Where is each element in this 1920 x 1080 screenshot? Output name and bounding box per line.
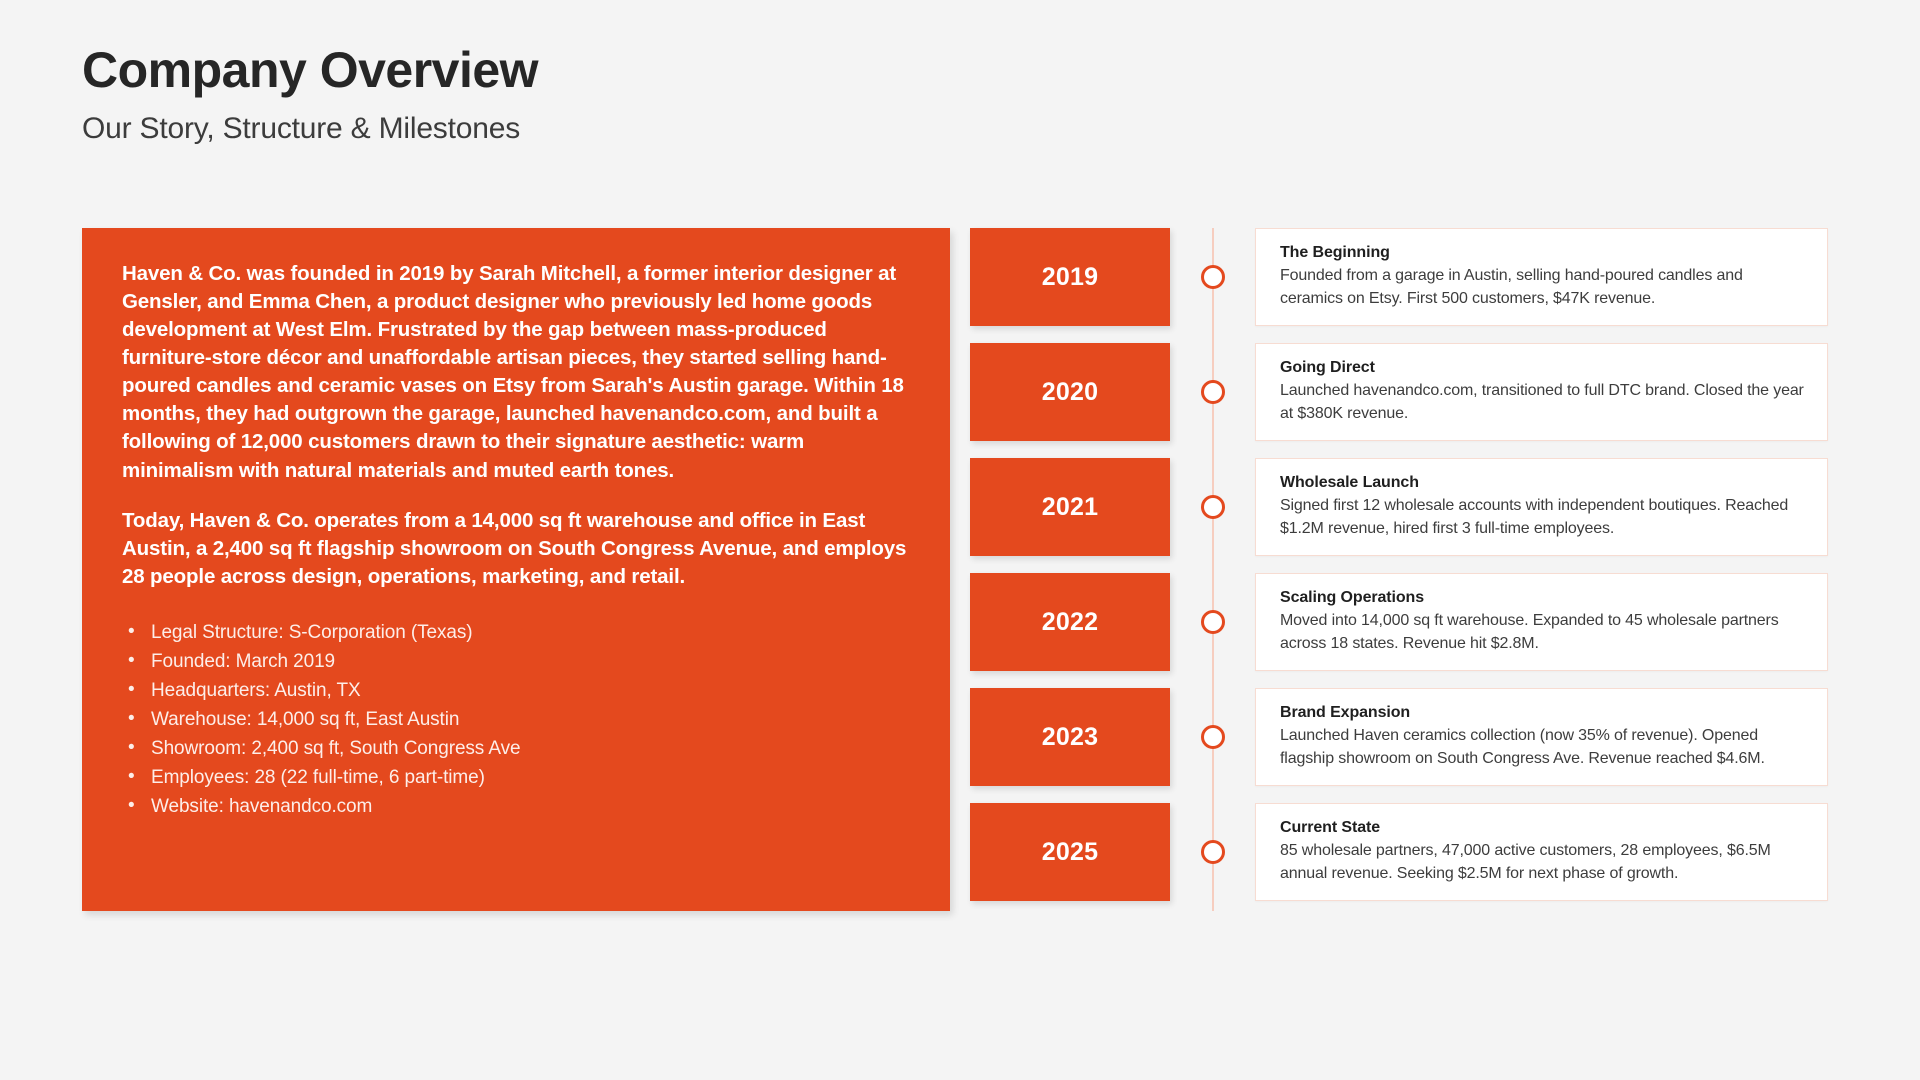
milestone-card-2021[interactable]: Wholesale Launch Signed first 12 wholesa… bbox=[1255, 458, 1828, 556]
milestone-card-2019[interactable]: The Beginning Founded from a garage in A… bbox=[1255, 228, 1828, 326]
milestone-description: Launched Haven ceramics collection (now … bbox=[1280, 727, 1765, 767]
milestone-card-2020[interactable]: Going Direct Launched havenandco.com, tr… bbox=[1255, 343, 1828, 441]
milestone-card-2023[interactable]: Brand Expansion Launched Haven ceramics … bbox=[1255, 688, 1828, 786]
year-box-2023[interactable]: 2023 bbox=[970, 688, 1170, 786]
list-item: Headquarters: Austin, TX bbox=[122, 675, 910, 705]
timeline-line bbox=[1212, 228, 1214, 911]
timeline-marker-2019[interactable] bbox=[1201, 265, 1225, 289]
milestone-title: The Beginning bbox=[1280, 244, 1390, 261]
story-paragraph-2: Today, Haven & Co. operates from a 14,00… bbox=[122, 508, 907, 588]
slide-body: Haven & Co. was founded in 2019 by Sarah… bbox=[82, 228, 1842, 928]
milestone-title: Current State bbox=[1280, 819, 1381, 836]
milestone-cards-column: The Beginning Founded from a garage in A… bbox=[1255, 228, 1830, 901]
milestone-card-2022[interactable]: Scaling Operations Moved into 14,000 sq … bbox=[1255, 573, 1828, 671]
year-box-2025[interactable]: 2025 bbox=[970, 803, 1170, 901]
slide-header: Company Overview Our Story, Structure & … bbox=[82, 42, 539, 146]
milestone-description: 85 wholesale partners, 47,000 active cus… bbox=[1280, 842, 1771, 882]
list-item: Founded: March 2019 bbox=[122, 646, 910, 676]
milestone-title: Going Direct bbox=[1280, 359, 1375, 376]
year-box-2020[interactable]: 2020 bbox=[970, 343, 1170, 441]
list-item: Legal Structure: S-Corporation (Texas) bbox=[122, 617, 910, 647]
milestone-description: Signed first 12 wholesale accounts with … bbox=[1280, 497, 1789, 537]
page-title: Company Overview bbox=[82, 42, 539, 98]
list-item: Showroom: 2,400 sq ft, South Congress Av… bbox=[122, 733, 910, 763]
milestone-description: Founded from a garage in Austin, selling… bbox=[1280, 267, 1743, 307]
milestone-title: Scaling Operations bbox=[1280, 589, 1425, 606]
list-item: Employees: 28 (22 full-time, 6 part-time… bbox=[122, 762, 910, 792]
story-paragraph-1: Haven & Co. was founded in 2019 by Sarah… bbox=[122, 262, 904, 482]
milestone-description: Moved into 14,000 sq ft warehouse. Expan… bbox=[1280, 612, 1779, 652]
company-facts-list: Legal Structure: S-Corporation (Texas) F… bbox=[122, 617, 910, 821]
timeline-marker-2022[interactable] bbox=[1201, 610, 1225, 634]
list-item: Website: havenandco.com bbox=[122, 791, 910, 821]
timeline-marker-2025[interactable] bbox=[1201, 840, 1225, 864]
timeline-years-column: 2019 2020 2021 2022 2023 2025 bbox=[970, 228, 1175, 901]
milestone-title: Wholesale Launch bbox=[1280, 474, 1419, 491]
year-box-2022[interactable]: 2022 bbox=[970, 573, 1170, 671]
timeline-marker-2020[interactable] bbox=[1201, 380, 1225, 404]
milestone-card-2025[interactable]: Current State 85 wholesale partners, 47,… bbox=[1255, 803, 1828, 901]
year-box-2021[interactable]: 2021 bbox=[970, 458, 1170, 556]
timeline-marker-2021[interactable] bbox=[1201, 495, 1225, 519]
milestone-description: Launched havenandco.com, transitioned to… bbox=[1280, 382, 1804, 422]
timeline-marker-2023[interactable] bbox=[1201, 725, 1225, 749]
page-subtitle: Our Story, Structure & Milestones bbox=[82, 112, 520, 145]
company-story-panel: Haven & Co. was founded in 2019 by Sarah… bbox=[82, 228, 950, 911]
milestone-title: Brand Expansion bbox=[1280, 704, 1411, 721]
list-item: Warehouse: 14,000 sq ft, East Austin bbox=[122, 704, 910, 734]
timeline-axis bbox=[1175, 228, 1251, 911]
year-box-2019[interactable]: 2019 bbox=[970, 228, 1170, 326]
